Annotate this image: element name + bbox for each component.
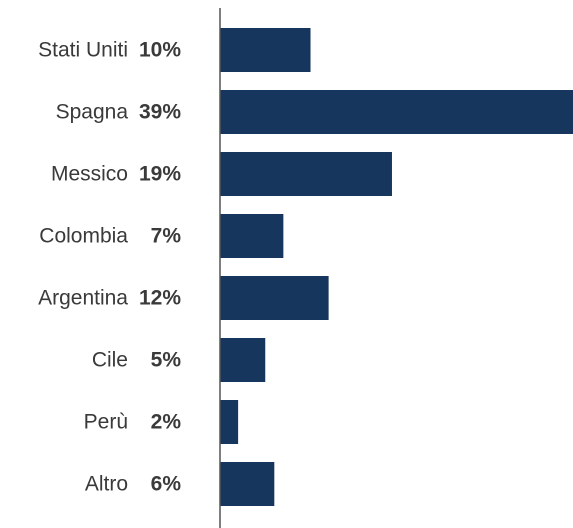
bar xyxy=(220,338,266,382)
value-label: 6% xyxy=(151,473,182,496)
bar xyxy=(220,276,329,320)
category-label: Stati Uniti xyxy=(38,39,128,62)
value-label: 12% xyxy=(139,287,181,310)
category-label: Colombia xyxy=(39,225,128,248)
bar xyxy=(220,400,239,444)
category-label: Altro xyxy=(85,473,128,496)
category-label: Perù xyxy=(84,411,128,434)
value-label: 5% xyxy=(151,349,182,372)
bar xyxy=(220,462,275,506)
bars-group xyxy=(220,28,573,506)
bar xyxy=(220,214,284,258)
category-label: Argentina xyxy=(38,287,128,310)
value-label: 2% xyxy=(151,411,182,434)
category-label: Spagna xyxy=(56,101,129,124)
category-label: Cile xyxy=(92,349,128,372)
bar xyxy=(220,90,573,134)
value-label: 39% xyxy=(139,101,181,124)
value-label: 10% xyxy=(139,39,181,62)
bar xyxy=(220,152,392,196)
labels-group: 10% Stati Uniti 39% Spagna 19% Messico 7% Colom… xyxy=(38,39,181,496)
value-label: 19% xyxy=(139,163,181,186)
bar xyxy=(220,28,311,72)
value-label: 7% xyxy=(151,225,182,248)
category-label: Messico xyxy=(51,163,128,186)
